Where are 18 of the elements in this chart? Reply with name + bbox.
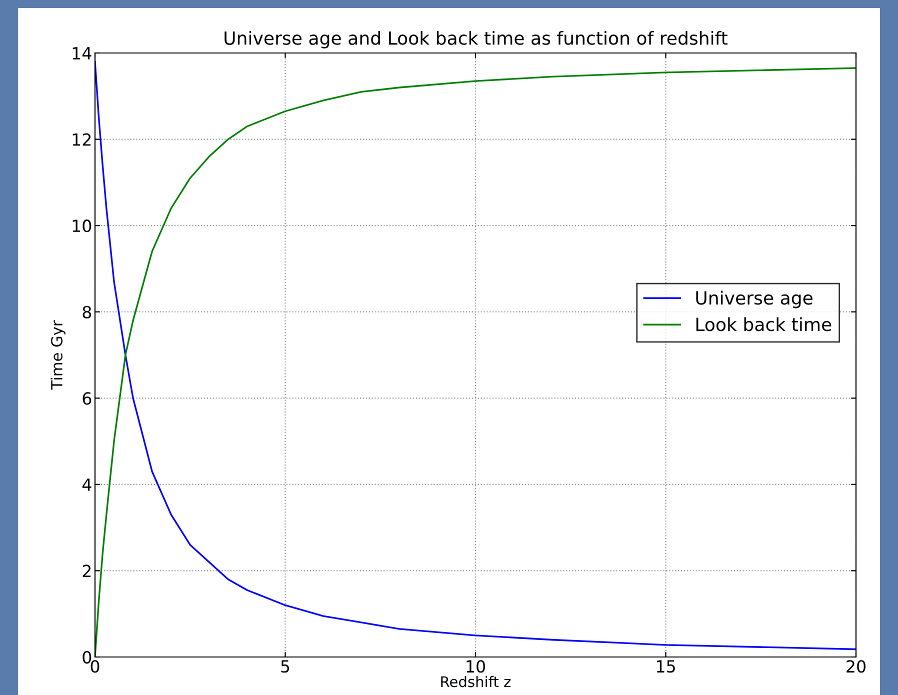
- y-tick-label: 4: [82, 478, 92, 491]
- x-tick-label: 0: [90, 660, 100, 673]
- y-axis-title: Time Gyr: [50, 320, 66, 390]
- legend-label: Universe age: [696, 290, 812, 308]
- chart-title: Universe age and Look back time as function of redshift: [224, 30, 728, 48]
- y-tick-label: 8: [82, 306, 92, 318]
- x-axis-title: Redshift z: [441, 676, 511, 688]
- y-tick-label: 2: [82, 564, 91, 578]
- y-tick-label: 12: [72, 133, 91, 146]
- x-tick-label: 20: [846, 660, 866, 673]
- y-tick-label: 10: [72, 220, 92, 232]
- y-tick-label: 0: [82, 650, 92, 664]
- x-tick-label: 15: [656, 660, 675, 673]
- x-tick-label: 10: [466, 660, 485, 673]
- y-tick-label: 14: [72, 47, 92, 60]
- x-tick-label: 5: [281, 660, 290, 673]
- y-tick-label: 6: [82, 392, 92, 405]
- legend-label: Look back time: [696, 317, 832, 332]
